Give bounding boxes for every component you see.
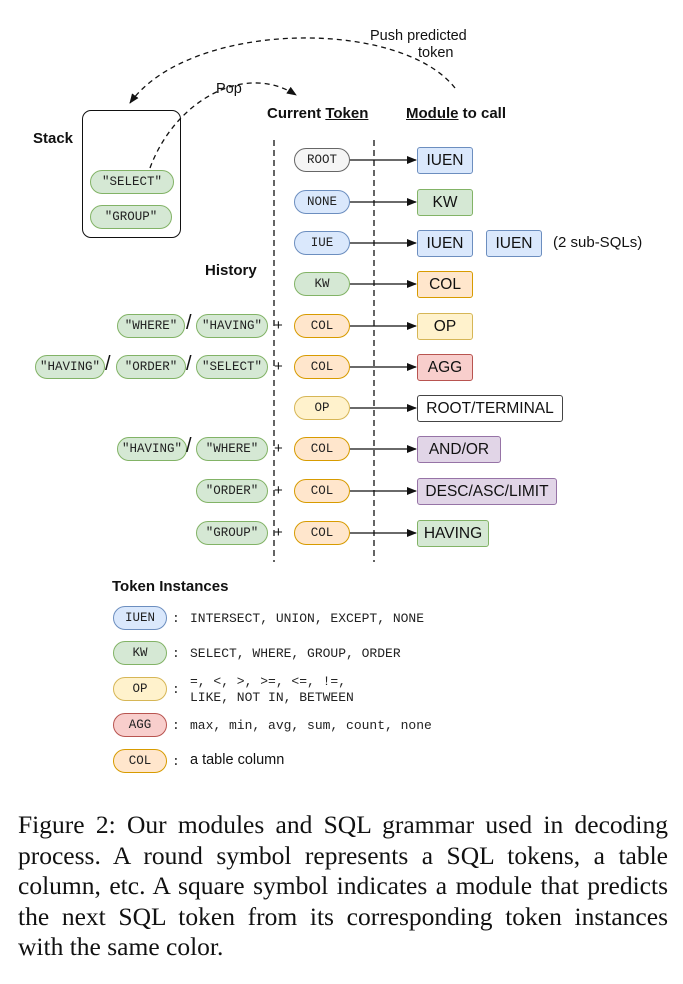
pop-arrow: [149, 82, 297, 169]
legend-token-op: OP: [113, 677, 167, 701]
history-slash: /: [186, 312, 192, 334]
legend-sep: :: [172, 718, 180, 733]
current-token-pill: COL: [294, 521, 350, 545]
figure-caption: Figure 2: Our modules and SQL grammar us…: [18, 810, 668, 961]
current-token-pill: OP: [294, 396, 350, 420]
plus-sign: +: [274, 317, 283, 334]
push-arrow: [129, 37, 456, 104]
legend-sep: :: [172, 754, 180, 769]
module-box: IUEN: [417, 230, 473, 257]
current-token-header: Current Token: [267, 105, 368, 122]
module-header-suffix: to call: [458, 105, 507, 122]
current-token-pill: NONE: [294, 190, 350, 214]
stack-item-select: "SELECT": [90, 170, 174, 194]
current-token-pill: COL: [294, 355, 350, 379]
module-box: DESC/ASC/LIMIT: [417, 478, 557, 505]
current-token-pill: COL: [294, 479, 350, 503]
history-pill: "SELECT": [196, 355, 268, 379]
legend-desc-op-line2: LIKE, NOT IN, BETWEEN: [190, 690, 354, 705]
current-token-pill: COL: [294, 314, 350, 338]
plus-sign: +: [274, 524, 283, 541]
history-pill: "ORDER": [116, 355, 186, 379]
legend-desc-agg: max, min, avg, sum, count, none: [190, 718, 432, 733]
stack-label: Stack: [33, 130, 74, 147]
history-pill: "ORDER": [196, 479, 268, 503]
module-box: ROOT/TERMINAL: [417, 395, 563, 422]
plus-sign: +: [274, 482, 283, 499]
module-box: AND/OR: [417, 436, 501, 463]
pop-label: Pop: [216, 81, 242, 97]
history-slash: /: [186, 435, 192, 457]
history-slash: /: [186, 353, 192, 375]
legend-sep: :: [172, 611, 180, 626]
current-token-pill: IUE: [294, 231, 350, 255]
module-header: Module to call: [406, 105, 506, 122]
module-box: IUEN: [486, 230, 542, 257]
legend-desc-op-line1: =, <, >, >=, <=, !=,: [190, 674, 347, 689]
push-label-line1: Push predicted: [370, 28, 467, 44]
history-pill: "GROUP": [196, 521, 268, 545]
current-token-pill: KW: [294, 272, 350, 296]
module-box: AGG: [417, 354, 473, 381]
history-pill: "HAVING": [35, 355, 105, 379]
legend-desc-kw: SELECT, WHERE, GROUP, ORDER: [190, 646, 401, 661]
push-label-line2: token: [418, 45, 454, 61]
row-arrows: [350, 156, 417, 537]
stack-item-group: "GROUP": [90, 205, 172, 229]
history-slash: /: [105, 353, 111, 375]
current-token-header-prefix: Current: [267, 105, 326, 122]
history-pill: "HAVING": [117, 437, 187, 461]
module-box: HAVING: [417, 520, 489, 547]
stack-box: [82, 110, 181, 238]
plus-sign: +: [274, 358, 283, 375]
module-box: OP: [417, 313, 473, 340]
legend-sep: :: [172, 646, 180, 661]
current-token-pill: ROOT: [294, 148, 350, 172]
legend-token-col: COL: [113, 749, 167, 773]
current-token-header-underlined: Token: [325, 105, 369, 122]
legend-title: Token Instances: [112, 578, 229, 595]
legend-token-iuen: IUEN: [113, 606, 167, 630]
current-token-pill: COL: [294, 437, 350, 461]
plus-sign: +: [274, 440, 283, 457]
module-box: KW: [417, 189, 473, 216]
module-header-underlined: Module: [406, 105, 459, 122]
module-box: IUEN: [417, 147, 473, 174]
legend-sep: :: [172, 682, 180, 697]
history-label: History: [205, 262, 257, 279]
history-pill: "HAVING": [196, 314, 268, 338]
legend-token-kw: KW: [113, 641, 167, 665]
legend-token-agg: AGG: [113, 713, 167, 737]
legend-desc-col: a table column: [190, 752, 285, 768]
legend-desc-iuen: INTERSECT, UNION, EXCEPT, NONE: [190, 611, 425, 626]
module-box: COL: [417, 271, 473, 298]
history-pill: "WHERE": [196, 437, 268, 461]
sub-sql-note: (2 sub-SQLs): [553, 234, 643, 251]
history-pill: "WHERE": [117, 314, 185, 338]
